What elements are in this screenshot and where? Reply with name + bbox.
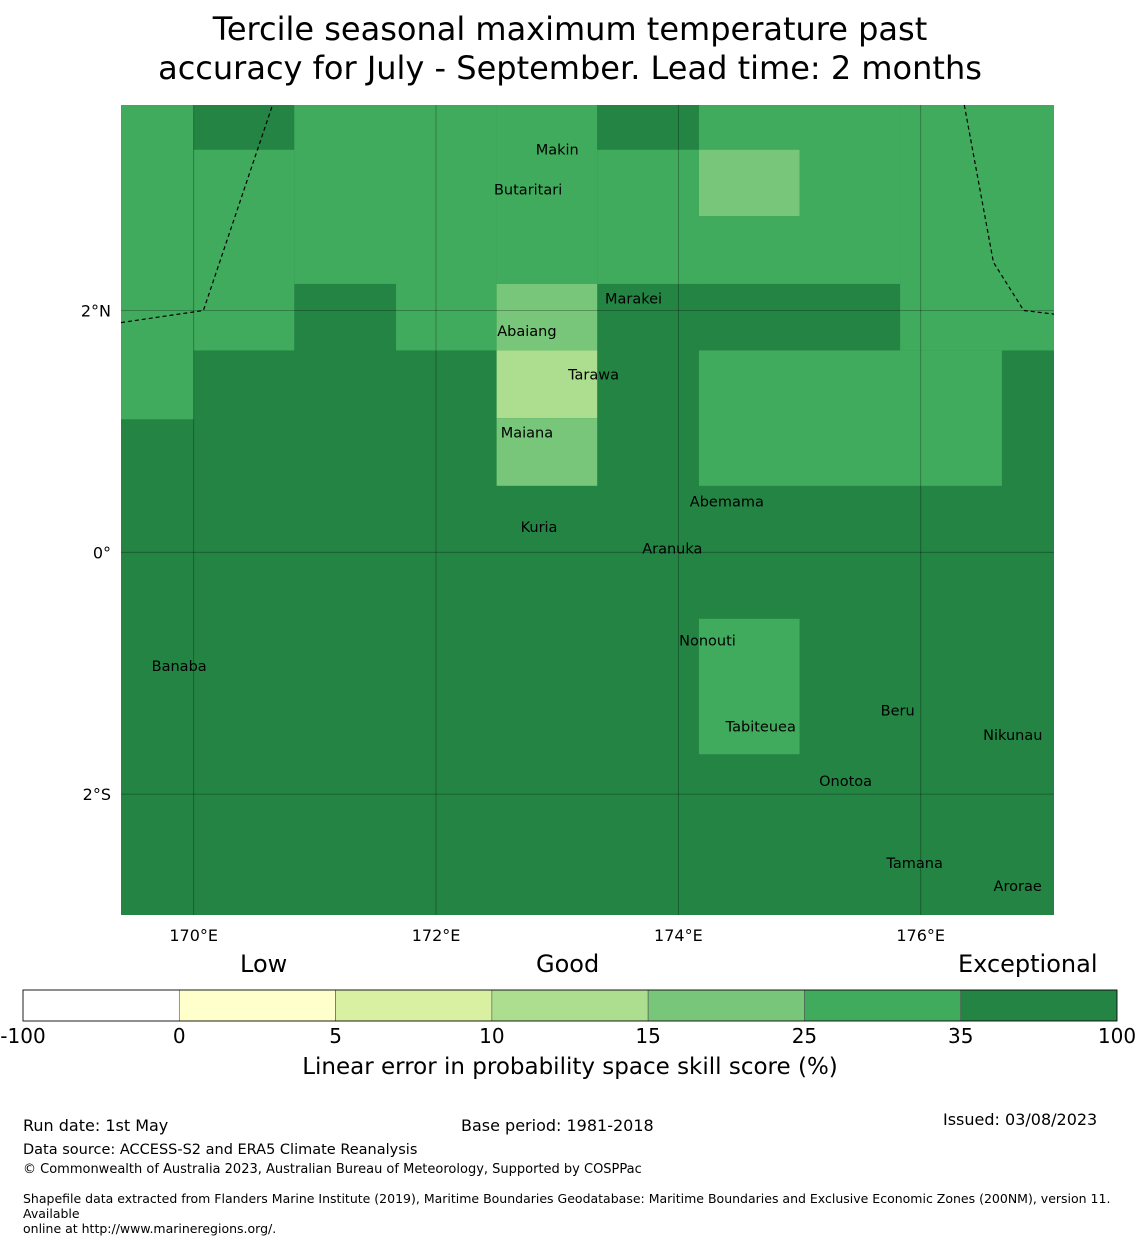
island-label: Aranuka (642, 542, 702, 558)
colorbar-heading-exceptional: Exceptional (958, 950, 1098, 978)
base-period: Base period: 1981-2018 (461, 1116, 654, 1135)
colorbar-segment (178, 989, 336, 1022)
eez-boundary-line (963, 104, 1055, 315)
skill-cell (698, 350, 1002, 486)
colorbar-segment (22, 989, 180, 1022)
island-label: Maiana (501, 426, 553, 442)
map-title: Tercile seasonal maximum temperature pas… (0, 10, 1140, 88)
colorbar-heading-low: Low (240, 950, 288, 978)
island-label: Abemama (690, 495, 764, 511)
skill-cell (597, 105, 699, 150)
skill-cell (597, 149, 699, 284)
colorbar-segment (491, 989, 649, 1022)
island-label: Beru (881, 704, 915, 720)
colorbar (22, 989, 1118, 1022)
shapefile-line-2: online at http://www.marineregions.org/. (23, 1221, 277, 1236)
skill-cell (698, 149, 800, 217)
island-label: Onotoa (819, 774, 872, 790)
skill-cell (193, 149, 295, 351)
island-label: Makin (536, 143, 579, 159)
skill-cell (698, 216, 800, 284)
lat-tick-label: 2°S (83, 785, 111, 804)
shapefile-credit: Shapefile data extracted from Flanders M… (23, 1191, 1138, 1236)
colorbar-segment (960, 989, 1118, 1022)
colorbar-tick-label: 5 (329, 1024, 342, 1048)
lat-tick-label: 0° (93, 543, 111, 562)
colorbar-label: Linear error in probability space skill … (302, 1054, 838, 1080)
issued-date: Issued: 03/08/2023 (943, 1110, 1098, 1129)
colorbar-tick-label: 0 (172, 1024, 186, 1048)
skill-cell (799, 105, 901, 284)
island-label: Tamana (885, 856, 942, 872)
colorbar-tick-label: -100 (0, 1024, 46, 1048)
run-date: Run date: 1st May (23, 1116, 169, 1135)
colorbar-tick-label: 35 (947, 1024, 974, 1048)
island-label: Arorae (994, 879, 1042, 895)
skill-cell (496, 105, 598, 284)
lon-tick-label: 170°E (169, 926, 218, 945)
eez-boundary-line (120, 104, 274, 324)
title-line-1: Tercile seasonal maximum temperature pas… (212, 10, 928, 48)
graticule (121, 105, 1054, 915)
colorbar-heading-good: Good (536, 950, 600, 978)
island-label: Kuria (521, 520, 558, 536)
lon-tick-label: 176°E (896, 926, 945, 945)
skill-cell (121, 105, 194, 420)
skill-cell (396, 105, 497, 351)
skill-cell (496, 418, 598, 486)
island-label: Abaiang (497, 324, 556, 340)
eez-boundaries (120, 104, 1055, 324)
skill-cell (698, 105, 800, 150)
lat-tick-label: 2°N (81, 302, 111, 321)
title-line-2: accuracy for July - September. Lead time… (158, 49, 982, 87)
colorbar-tick-label: 15 (635, 1024, 661, 1048)
island-label: Butaritari (494, 183, 562, 199)
shapefile-line-1: Shapefile data extracted from Flanders M… (23, 1191, 1111, 1221)
colorbar-segment (335, 989, 493, 1022)
island-label: Tabiteuea (725, 719, 796, 735)
colorbar-segment (804, 989, 962, 1022)
skill-cell (193, 105, 295, 150)
colorbar-tick-label: 25 (791, 1024, 818, 1048)
axis-ticks: 170°E 172°E 174°E 176°E 2°N 0° 2°S (81, 302, 945, 945)
island-label: Marakei (605, 291, 662, 307)
colorbar-tick-label: 10 (479, 1024, 505, 1048)
skill-cell (496, 350, 598, 419)
lon-tick-label: 174°E (654, 926, 703, 945)
colorbar-tick-label: 100 (1097, 1024, 1137, 1048)
islands: Makin Butaritari Marakei Abaiang Tarawa Maian… (152, 143, 1043, 895)
lon-tick-label: 172°E (412, 926, 461, 945)
colorbar-outline (22, 989, 1118, 1022)
island-label: Tarawa (567, 368, 619, 384)
island-label: Banaba (152, 659, 207, 675)
skill-cell (294, 105, 397, 284)
colorbar-segment (647, 989, 805, 1022)
skill-cell (496, 283, 598, 351)
data-source: Data source: ACCESS-S2 and ERA5 Climate … (23, 1142, 418, 1158)
island-label: Nikunau (983, 728, 1042, 744)
skill-cell (900, 105, 1054, 351)
skill-cell (698, 618, 800, 755)
island-label: Nonouti (679, 634, 736, 650)
copyright: © Commonwealth of Australia 2023, Austra… (23, 1162, 642, 1177)
skill-cells (121, 105, 1054, 915)
